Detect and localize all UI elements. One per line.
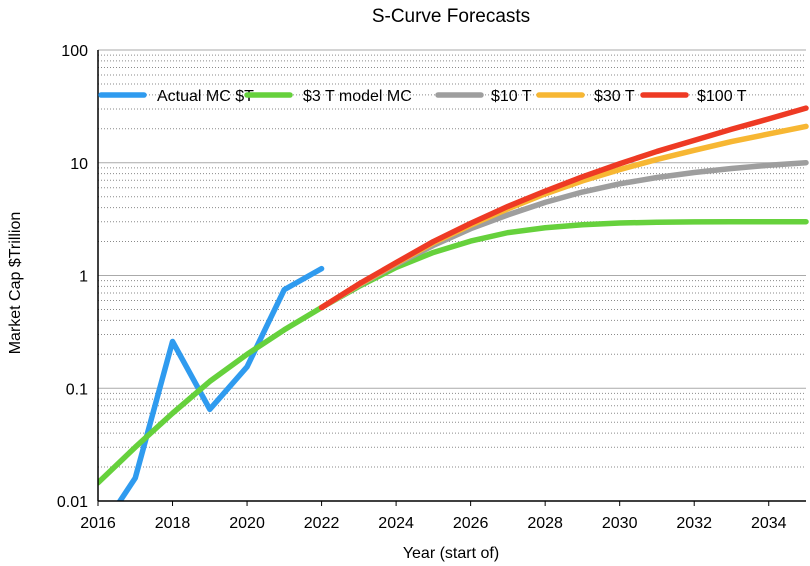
x-axis-label: Year (start of) (403, 545, 499, 562)
y-tick-label: 100 (61, 43, 88, 60)
x-tick-label: 2018 (155, 515, 191, 532)
series-layer (98, 105, 809, 501)
y-tick-label: 0.01 (57, 494, 88, 511)
y-tick-label: 0.1 (66, 381, 88, 398)
legend-label-100-t: $100 T (697, 88, 747, 105)
y-axis-label: Market Cap $Trillion (7, 212, 24, 355)
legend: Actual MC $T $3 T model MC $10 T $30 T $100 … (98, 88, 747, 105)
x-tick-label: 2022 (304, 515, 340, 532)
x-tick-label: 2030 (602, 515, 638, 532)
x-tick-label: 2020 (229, 515, 265, 532)
legend-label-actual-mc-t: Actual MC $T (157, 88, 254, 105)
series-line-100-t (318, 105, 809, 311)
series-line-3-t-model-mc (98, 218, 809, 486)
x-tick-label: 2026 (453, 515, 489, 532)
y-tick-label: 1 (79, 269, 88, 286)
legend-label-3-t-model-mc: $3 T model MC (303, 88, 412, 105)
x-tick-label: 2032 (676, 515, 712, 532)
x-tick-label: 2024 (378, 515, 414, 532)
x-tick-label: 2016 (80, 515, 116, 532)
series-line-actual-mc-t (116, 265, 325, 501)
grid (98, 49, 806, 502)
chart-title: S-Curve Forecasts (372, 6, 530, 27)
x-tick-label: 2034 (751, 515, 787, 532)
axes: 0.01 0.1 1 10 100 2016 2018 2020 2022 2024 2026 202… (57, 43, 806, 532)
y-tick-label: 10 (70, 156, 88, 173)
legend-label-10-t: $10 T (491, 88, 532, 105)
legend-label-30-t: $30 T (594, 88, 635, 105)
x-tick-label: 2028 (527, 515, 563, 532)
